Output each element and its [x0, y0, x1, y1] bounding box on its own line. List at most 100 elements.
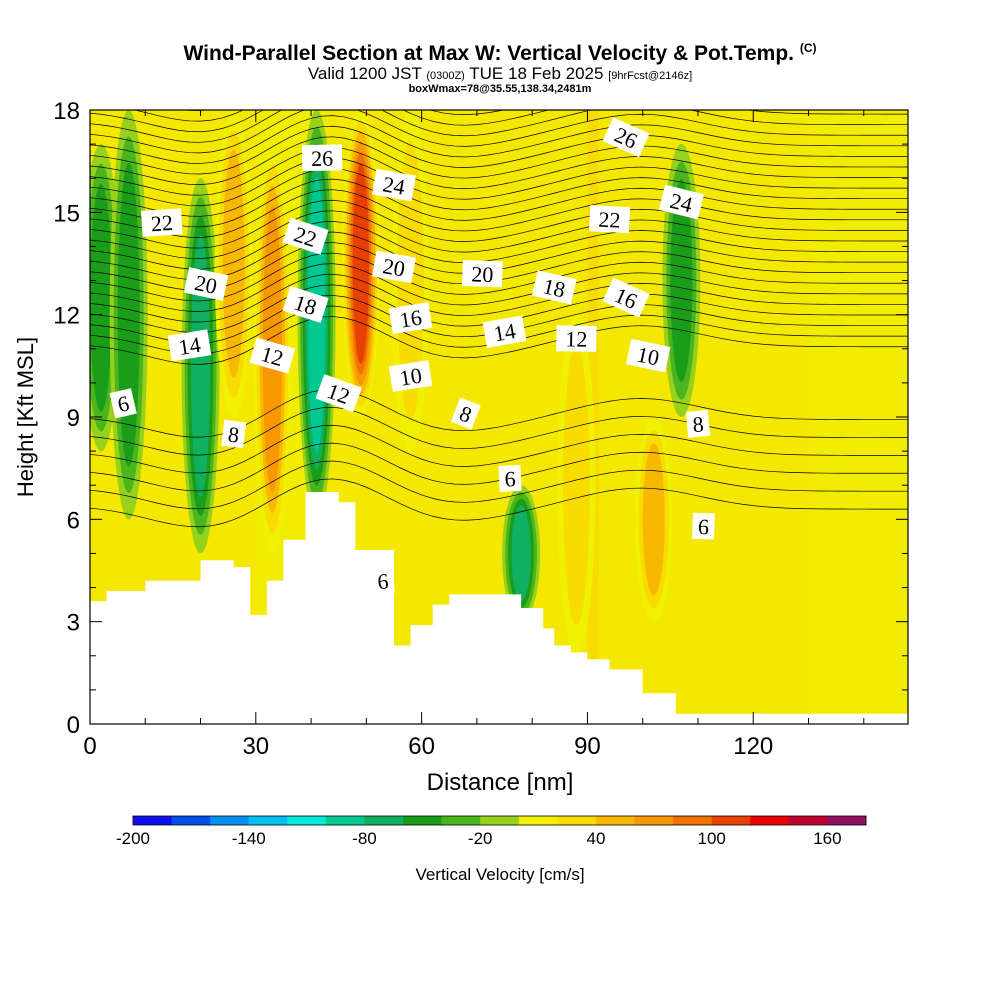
theta-label: 8 [450, 397, 481, 430]
theta-label-text: 22 [150, 210, 174, 236]
theta-label-box [372, 250, 416, 284]
theta-contour-line [90, 406, 908, 456]
theta-contour-line [90, 252, 908, 302]
theta-label: 22 [282, 217, 329, 255]
theta-label-box [588, 205, 631, 234]
colorbar-swatch [325, 816, 365, 825]
theta-label-text: 20 [471, 261, 494, 287]
y-axis-label: Height [Kft MSL] [13, 337, 38, 497]
theta-contour-line [90, 168, 908, 217]
theta-contour-line [90, 136, 908, 185]
colorbar-tick-label: -20 [468, 829, 493, 848]
chart-title-block: Wind-Parallel Section at Max W: Vertical… [0, 36, 1000, 95]
theta-label-box [249, 337, 296, 374]
valid-date: TUE 18 Feb 2025 [469, 64, 604, 83]
theta-contour-line [90, 273, 908, 323]
theta-label-box [167, 329, 212, 362]
theta-label-box [372, 168, 416, 202]
theta-label: 24 [658, 184, 704, 220]
theta-label-text: 6 [504, 466, 516, 492]
colorbar: -200 -140 -80 -20 40 100 160 [116, 815, 867, 848]
colorbar-swatch [827, 816, 867, 825]
colorbar-tick-label: -80 [352, 829, 377, 848]
valid-prefix: Valid 1200 JST [307, 64, 422, 83]
theta-contour-line [90, 442, 908, 492]
x-axis-label: Distance [nm] [427, 769, 574, 796]
velocity-band [808, 110, 908, 724]
theta-contour-line [90, 316, 908, 365]
theta-label-box [140, 208, 183, 237]
theta-label-box [109, 388, 137, 419]
colorbar-swatch [480, 816, 520, 825]
theta-label-text: 10 [398, 362, 424, 390]
theta-label: 12 [249, 337, 296, 374]
colorbar-swatch [133, 816, 173, 825]
velocity-plume [222, 149, 245, 378]
theta-label-box [388, 302, 433, 335]
terrain [90, 492, 908, 724]
colorbar-swatch [364, 816, 404, 825]
theta-contour-line [90, 147, 908, 196]
theta-label-text: 6 [698, 514, 710, 539]
theta-label-box [301, 144, 343, 172]
theta-label-box [482, 315, 527, 348]
theta-label-box [388, 360, 433, 393]
x-tick-label: 120 [733, 733, 773, 760]
theta-label-box [658, 184, 704, 220]
theta-label-box [282, 217, 329, 255]
theta-contour-line [90, 189, 908, 238]
x-tick-label: 90 [574, 733, 601, 760]
y-tick-label: 6 [67, 507, 80, 534]
colorbar-swatch [673, 816, 713, 825]
theta-label-box [602, 117, 650, 158]
theta-label-box [282, 285, 329, 323]
theta-label-box [183, 267, 229, 301]
y-tick-label: 15 [53, 200, 80, 227]
theta-contour-line [90, 110, 908, 154]
theta-label-text: 8 [691, 411, 704, 437]
theta-label-text: 22 [598, 207, 621, 233]
colorbar-tick-label: -200 [116, 829, 150, 848]
colorbar-swatch [750, 816, 790, 825]
velocity-plume [90, 183, 113, 412]
theta-label-box [461, 260, 503, 288]
theta-label-box [685, 409, 711, 438]
colorbar-swatch [441, 816, 481, 825]
velocity-plume [352, 163, 370, 364]
colorbar-swatch [634, 816, 674, 825]
theta-label-box [315, 374, 362, 413]
theta-label-text: 14 [177, 332, 203, 360]
theta-label: 12 [556, 325, 597, 352]
theta-label: 26 [301, 144, 343, 172]
y-tick-label: 0 [67, 712, 80, 739]
velocity-field [90, 110, 908, 724]
theta-label-text: 6 [377, 568, 390, 594]
colorbar-tick-label: 40 [586, 829, 605, 848]
forecast-info: [9hrFcst@2146z] [608, 70, 693, 82]
theta-label-text: 18 [541, 273, 568, 302]
colorbar-tick-label: 100 [697, 829, 725, 848]
colorbar-swatch [248, 816, 288, 825]
x-tick-label: 30 [242, 733, 269, 760]
copyright-mark: (C) [799, 41, 817, 55]
chart-title-text: Wind-Parallel Section at Max W: Vertical… [183, 42, 794, 65]
theta-label: 14 [167, 329, 212, 362]
theta-contour-line [90, 93, 908, 100]
theta-label: 6 [109, 388, 137, 419]
colorbar-swatch [518, 816, 558, 825]
theta-label: 6 [498, 464, 522, 492]
theta-label: 8 [685, 409, 711, 438]
theta-label-box [602, 277, 650, 318]
theta-label: 8 [221, 419, 247, 449]
theta-label: 14 [482, 315, 527, 348]
colorbar-tick-label: 160 [813, 829, 841, 848]
terrain-mask [90, 492, 908, 724]
theta-label-box [625, 338, 671, 373]
theta-contour-line [90, 460, 908, 510]
theta-contour-line [90, 110, 908, 143]
theta-label: 20 [372, 250, 416, 284]
theta-contour-line [90, 157, 908, 207]
